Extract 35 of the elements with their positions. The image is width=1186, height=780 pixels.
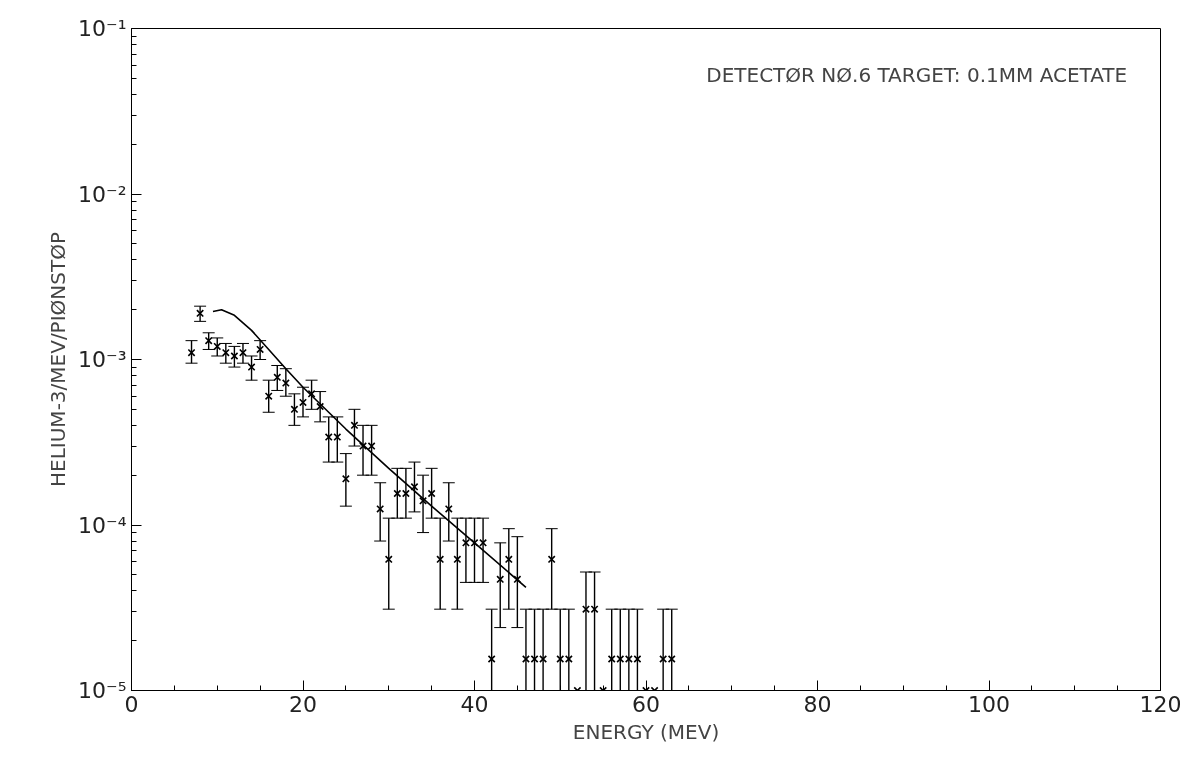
point — [264, 392, 273, 401]
point — [341, 474, 350, 483]
point — [281, 379, 290, 388]
point — [453, 555, 462, 564]
point — [187, 348, 196, 357]
x-axis-title: ENERGY (MEV) — [572, 719, 720, 744]
point — [307, 389, 316, 398]
y-tick-label: 10⁻⁵ — [78, 678, 127, 703]
point — [410, 482, 419, 491]
point — [290, 405, 299, 414]
point — [547, 555, 556, 564]
point — [230, 352, 239, 360]
point — [384, 555, 393, 564]
point — [444, 504, 453, 513]
x-tick-label: 120 — [1139, 691, 1182, 717]
point — [299, 398, 307, 407]
y-tick-label: 10⁻³ — [78, 347, 127, 372]
point — [419, 496, 428, 505]
y-tick-label: 10⁻¹ — [78, 16, 127, 41]
x-tick-label: 80 — [803, 691, 832, 717]
x-tick-label: 0 — [124, 691, 139, 717]
x-tick-label: 100 — [968, 691, 1010, 717]
annotation: DETECTØR NØ.6 TARGET: 0.1MM ACETATE — [706, 62, 1128, 87]
point — [204, 336, 213, 345]
point — [196, 309, 205, 318]
y-tick-label: 10⁻² — [78, 181, 127, 207]
y-tick-label: 10⁻⁴ — [78, 512, 127, 538]
point — [247, 363, 256, 372]
x-tick-label: 60 — [632, 691, 660, 717]
point — [496, 575, 505, 584]
x-tick-label: 20 — [289, 691, 317, 717]
point — [427, 489, 436, 498]
y-axis-title: HELIUM-3/MEV/PIØNSTØP — [46, 232, 71, 487]
x-tick-label: 40 — [460, 691, 489, 717]
point — [376, 504, 385, 513]
